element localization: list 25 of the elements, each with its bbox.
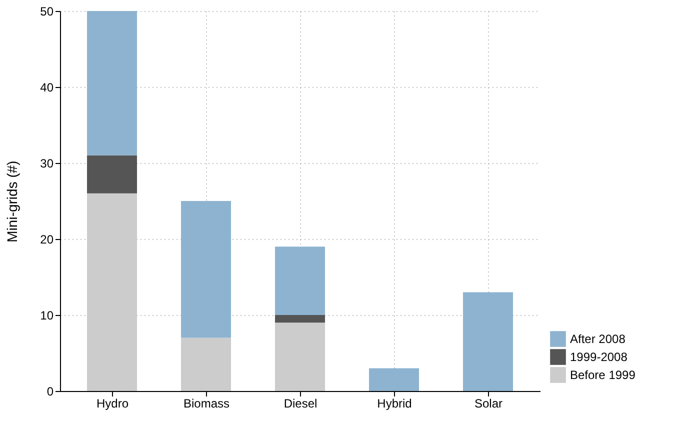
x-tick-label: Solar xyxy=(474,396,503,410)
bar xyxy=(181,201,231,338)
y-tick-label: 10 xyxy=(40,308,54,322)
bar xyxy=(87,193,137,391)
bar xyxy=(87,11,137,156)
bar xyxy=(87,155,137,194)
bar xyxy=(275,246,325,315)
bar xyxy=(181,338,231,391)
y-tick-label: 0 xyxy=(46,384,54,398)
y-tick-label: 40 xyxy=(40,80,54,94)
bar xyxy=(369,368,419,391)
x-tick-label: Hydro xyxy=(96,396,129,410)
x-tick-label: Diesel xyxy=(284,396,318,410)
y-tick-label: 30 xyxy=(40,156,54,170)
bar xyxy=(275,315,325,323)
legend-label: After 2008 xyxy=(570,332,626,346)
x-tick-label: Biomass xyxy=(183,396,230,410)
y-axis-title: Mini-grids (#) xyxy=(4,160,20,242)
y-tick-label: 20 xyxy=(40,232,54,246)
x-tick-label: Hybrid xyxy=(377,396,412,410)
y-tick-label: 50 xyxy=(40,4,54,18)
bar xyxy=(463,292,513,391)
legend-label: Before 1999 xyxy=(570,368,636,382)
legend-label: 1999-2008 xyxy=(570,350,628,364)
bar xyxy=(275,322,325,391)
